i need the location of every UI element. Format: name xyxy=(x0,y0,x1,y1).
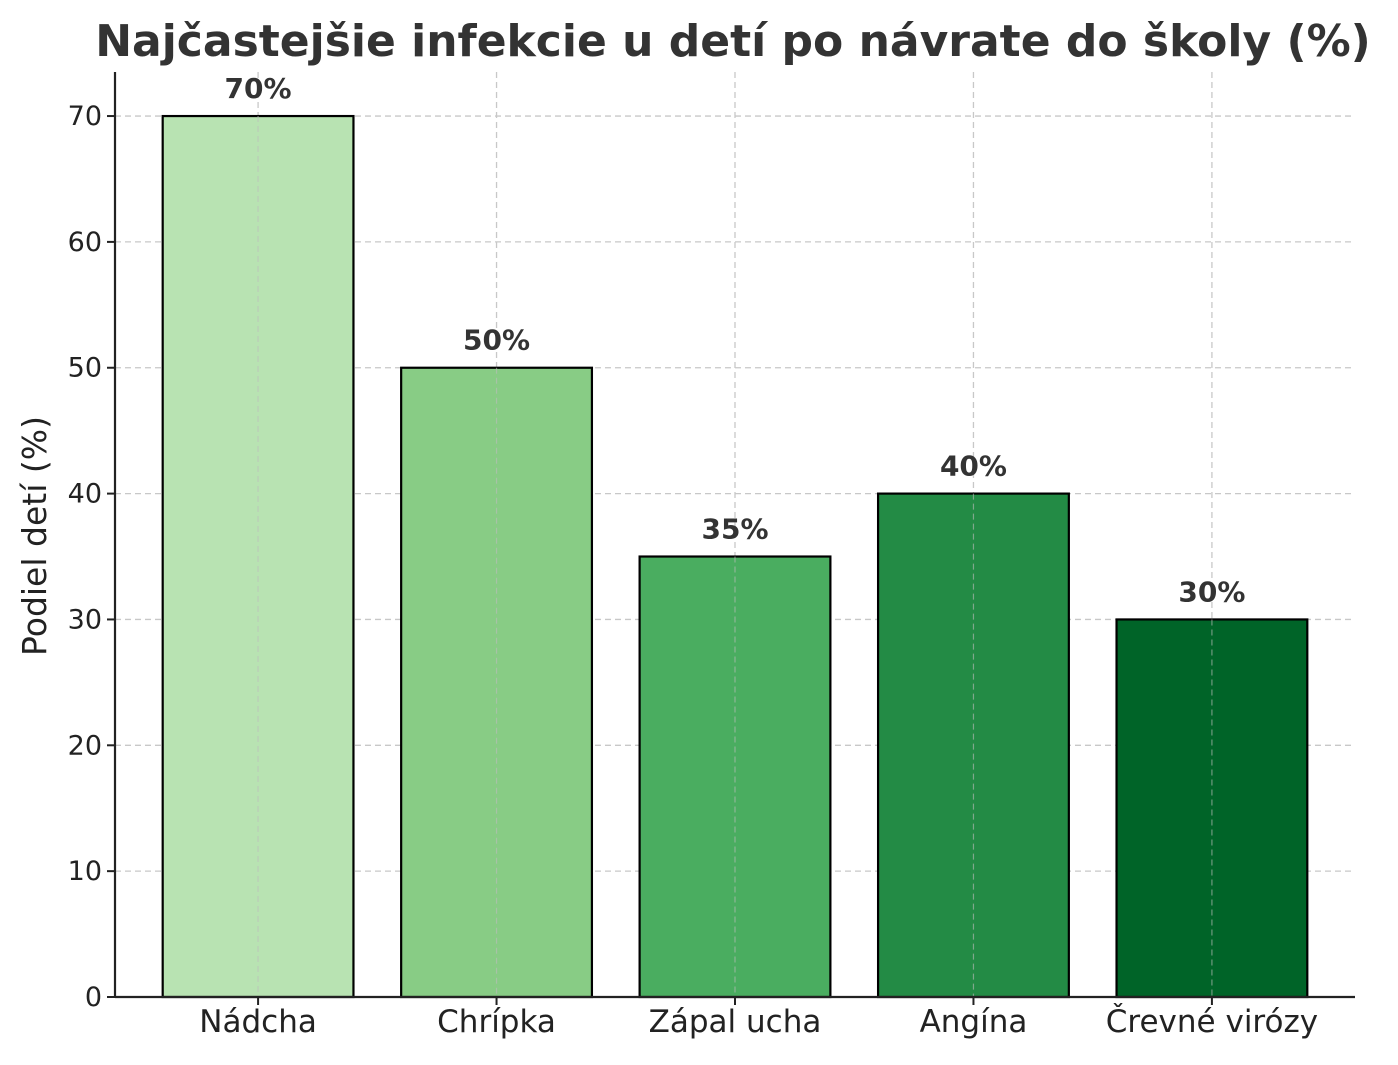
x-tick-label: Chrípka xyxy=(437,1004,556,1040)
y-tick-label: 20 xyxy=(68,730,102,761)
y-tick-label: 60 xyxy=(68,227,102,258)
y-tick-label: 30 xyxy=(68,604,102,635)
y-tick-label: 50 xyxy=(68,353,102,384)
data-label: 30% xyxy=(1178,575,1245,608)
x-tick-label: Zápal ucha xyxy=(649,1004,822,1040)
y-tick-label: 70 xyxy=(68,101,102,132)
x-tick-label: Črevné virózy xyxy=(1106,1003,1318,1040)
data-label: 70% xyxy=(225,72,292,105)
y-tick-label: 40 xyxy=(68,479,102,510)
chart-title: Najčastejšie infekcie u detí po návrate … xyxy=(95,16,1371,67)
data-label: 35% xyxy=(701,513,768,546)
data-label: 40% xyxy=(940,450,1007,483)
data-label: 50% xyxy=(463,324,530,357)
data-labels: 70% 50% 35% 40% 30% xyxy=(225,72,1246,608)
x-tick-label: Nádcha xyxy=(199,1004,317,1040)
axes: 0 10 20 30 40 50 60 70 Nádcha Chrípka Zápal ucha An… xyxy=(68,72,1355,1040)
y-tick-label: 10 xyxy=(68,856,102,887)
x-tick-label: Angína xyxy=(920,1004,1028,1040)
y-tick-label: 0 xyxy=(85,982,102,1013)
y-axis-label: Podiel detí (%) xyxy=(15,416,54,656)
